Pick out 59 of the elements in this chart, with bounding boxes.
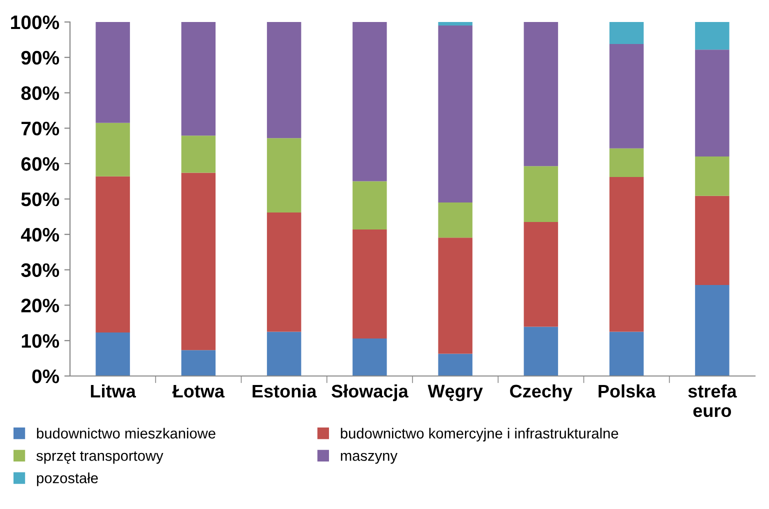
y-tick-label: 60% (21, 157, 60, 171)
x-tick-label: Estonia (252, 384, 317, 398)
bar (181, 350, 216, 376)
bar (695, 285, 730, 376)
y-tick-label: 20% (21, 298, 60, 312)
bar (609, 22, 644, 44)
bar (352, 229, 387, 338)
y-tick-label: 90% (21, 50, 60, 65)
x-tick-label: Słowacja (332, 384, 408, 402)
legend-label: budownictwo komercyjne i infrastrukturalne (340, 428, 618, 442)
bar (438, 26, 472, 203)
bar (695, 22, 730, 50)
x-tick-label: Czechy (510, 384, 572, 402)
bar (96, 176, 130, 332)
bar (609, 44, 644, 148)
x-tick-label: Łotwa (172, 384, 225, 398)
y-tick-label: 70% (22, 122, 60, 136)
bar (438, 22, 472, 26)
bar (695, 156, 730, 196)
bar (352, 181, 387, 230)
bar (96, 22, 130, 123)
legend-label: budownictwo mieszkaniowe (37, 428, 216, 439)
legend-label: maszyny (340, 452, 398, 464)
x-tick-label: Węgry (428, 384, 483, 402)
bar (266, 212, 302, 332)
x-tick-label: Polska (598, 384, 656, 398)
y-tick-label: 40% (20, 228, 60, 242)
x-tick-label: strefa euro (688, 384, 737, 418)
legend-label: pozostałe (37, 472, 98, 486)
bar (438, 202, 472, 238)
bar (695, 50, 730, 157)
bar (266, 138, 302, 212)
bar (524, 166, 558, 222)
bar (695, 196, 730, 286)
bar (181, 136, 216, 173)
bar (524, 326, 558, 376)
bar (609, 332, 644, 376)
x-tick-label: Litwa (90, 384, 136, 398)
bar (266, 22, 302, 138)
y-tick-label: 50% (21, 192, 60, 206)
legend-label: sprzęt transportowy (36, 451, 164, 464)
bar (96, 332, 130, 376)
bar (352, 22, 387, 182)
bar (266, 332, 302, 376)
bar (438, 238, 472, 354)
bar (609, 148, 644, 178)
bar (609, 177, 644, 332)
bar (96, 122, 130, 176)
y-tick-label: 100% (11, 15, 60, 30)
bar (524, 22, 558, 166)
y-tick-label: 80% (21, 86, 60, 100)
y-tick-label: 30% (21, 263, 60, 278)
bar (181, 22, 216, 136)
y-tick-label: 0% (32, 369, 60, 384)
y-tick-label: 10% (22, 334, 60, 348)
bar (524, 222, 558, 327)
bar (352, 338, 387, 376)
bar (181, 172, 216, 350)
bar (438, 354, 472, 376)
